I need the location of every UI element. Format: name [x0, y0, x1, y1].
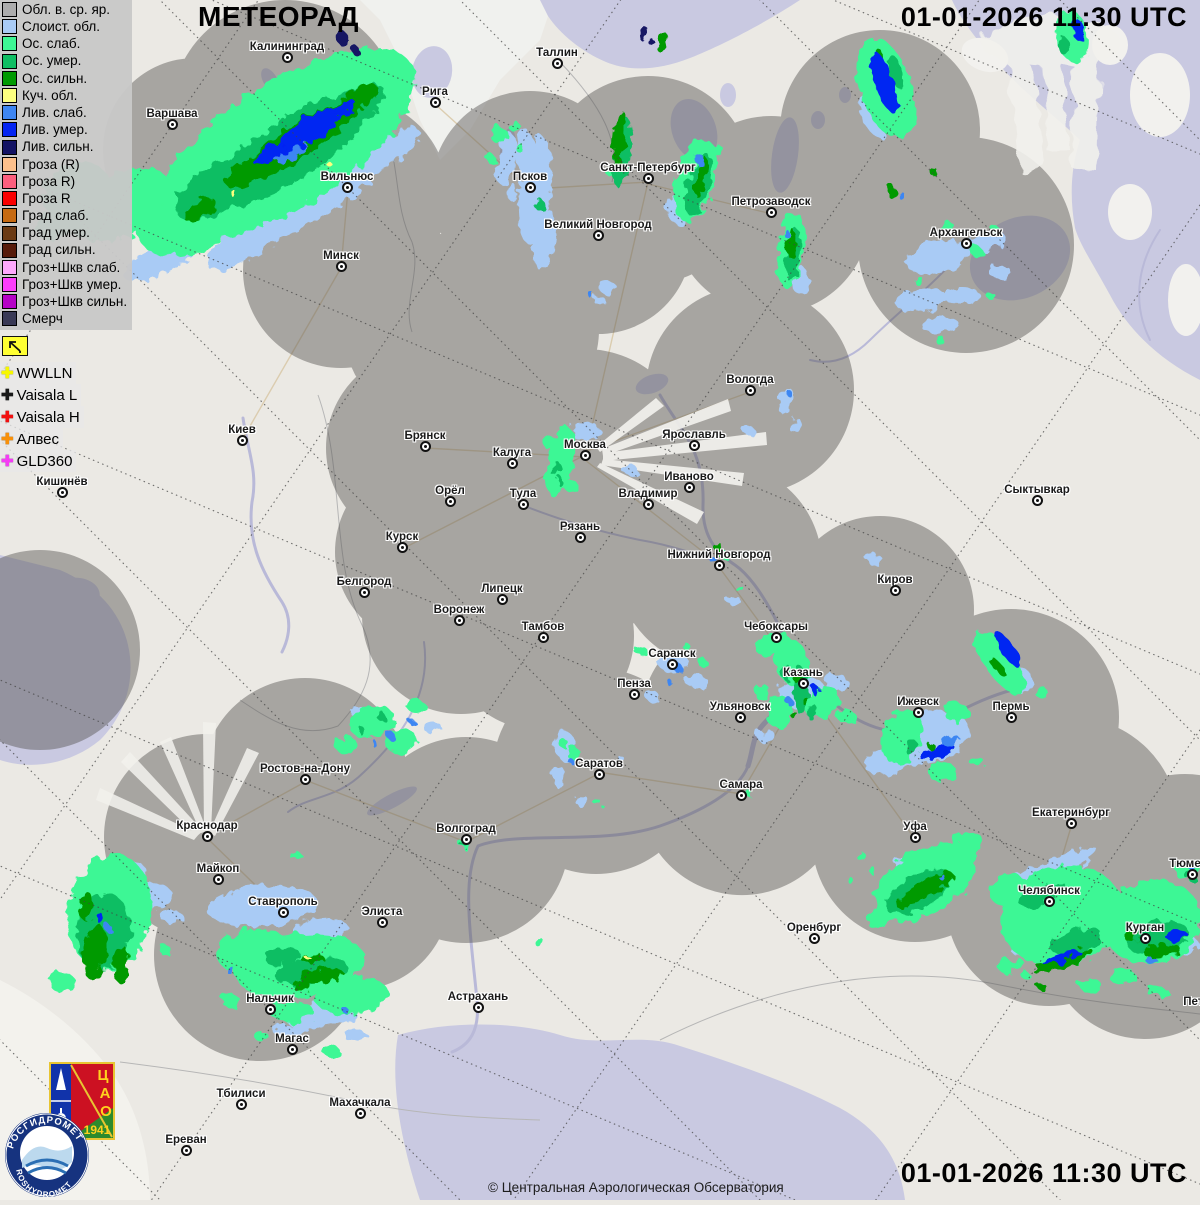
cross-icon: ✚: [1, 430, 14, 448]
cao-letter: Ц: [98, 1067, 109, 1084]
legend-swatch: [2, 277, 17, 293]
lightning-label: GLD360: [16, 452, 73, 470]
legend-item: Гроза R: [2, 190, 127, 207]
legend-item: Гроз+Шкв слаб.: [2, 259, 127, 276]
legend-swatch: [2, 36, 17, 52]
legend-label: Ос. слаб.: [22, 36, 81, 52]
legend-swatch: [2, 122, 17, 138]
legend-label: Лив. сильн.: [22, 139, 94, 155]
roshydromet-logo: РОСГИДРОМЕТ ROSHYDROMET: [5, 1113, 89, 1199]
legend-item: Гроза R): [2, 173, 127, 190]
legend-swatch: [2, 173, 17, 189]
legend-label: Град умер.: [22, 225, 90, 241]
legend-label: Обл. в. ср. яр.: [22, 1, 111, 17]
lightning-label: WWLLN: [16, 364, 73, 382]
radar-coverage-mask: [0, 0, 1200, 1061]
legend-label: Град слаб.: [22, 208, 89, 224]
legend-item: Куч. обл.: [2, 87, 127, 104]
legend-swatch: [2, 53, 17, 69]
legend-swatch: [2, 105, 17, 121]
lightning-label: Алвес: [16, 430, 59, 448]
lightning-item: ✚ Алвес: [0, 428, 63, 450]
legend-item: Град умер.: [2, 224, 127, 241]
legend-swatch: [2, 2, 17, 18]
legend-swatch: [2, 191, 17, 207]
legend-swatch: [2, 311, 17, 327]
legend-label: Слоист. обл.: [22, 19, 101, 35]
copyright-note: © Центральная Аэрологическая Обсерватори…: [488, 1180, 784, 1195]
legend-swatch: [2, 242, 17, 258]
legend-label: Ос. умер.: [22, 53, 82, 69]
legend-swatch: [2, 70, 17, 86]
legend-label: Куч. обл.: [22, 87, 78, 103]
lightning-item: ✚ GLD360: [0, 450, 77, 472]
legend-label: Лив. умер.: [22, 122, 88, 138]
legend-item: Ос. умер.: [2, 53, 127, 70]
lightning-label: Vaisala L: [16, 386, 78, 404]
legend-label: Гроз+Шкв умер.: [22, 276, 122, 292]
legend-item: Ос. сильн.: [2, 70, 127, 87]
legend-label: Гроза R): [22, 173, 76, 189]
legend-swatch: [2, 88, 17, 104]
legend-swatch: [2, 139, 17, 155]
legend-items: Обл. в. ср. яр. Слоист. обл. Ос. слаб. Ос. …: [2, 1, 127, 328]
logos: Ц А О 1941 РОСГИДРОМЕТ ROSHYDROMET: [0, 1050, 160, 1205]
lightning-item: ✚ WWLLN: [0, 362, 77, 384]
radar-artifact-wedges: [96, 16, 1120, 840]
legend-item: Гроз+Шкв сильн.: [2, 293, 127, 310]
squall-arrow-icon: [2, 336, 28, 356]
legend-label: Лив. слаб.: [22, 104, 87, 120]
legend-item: Ос. слаб.: [2, 35, 127, 52]
svg-text:А: А: [100, 1085, 111, 1102]
cross-icon: ✚: [1, 408, 14, 426]
legend-item: Слоист. обл.: [2, 18, 127, 35]
legend-label: Ос. сильн.: [22, 70, 88, 86]
legend-label: Град сильн.: [22, 242, 96, 258]
lightning-item: ✚ Vaisala H: [0, 406, 84, 428]
legend-label: Гроза R: [22, 190, 71, 206]
page-title: МЕТЕОРАД: [198, 1, 359, 32]
legend-item: Град сильн.: [2, 242, 127, 259]
legend-swatch: [2, 156, 17, 172]
cross-icon: ✚: [1, 386, 14, 404]
legend-label: Гроз+Шкв сильн.: [22, 294, 128, 310]
legend-item: Лив. сильн.: [2, 139, 127, 156]
legend-item: Обл. в. ср. яр.: [2, 1, 127, 18]
lightning-items: ✚ WWLLN ✚ Vaisala L ✚ Vaisala H ✚ Алвес ✚ GLD360: [0, 362, 84, 472]
legend-label: Гроза (R): [22, 156, 80, 172]
legend-item: Лив. слаб.: [2, 104, 127, 121]
legend-item: Лив. умер.: [2, 121, 127, 138]
lightning-item: ✚ Vaisala L: [0, 384, 82, 406]
legend-panel: Обл. в. ср. яр. Слоист. обл. Ос. слаб. Ос. …: [0, 0, 133, 330]
legend-label: Смерч: [22, 311, 63, 327]
legend-item: Гроза (R): [2, 156, 127, 173]
legend-swatch: [2, 208, 17, 224]
legend-swatch: [2, 259, 17, 275]
legend-item: Смерч: [2, 310, 127, 327]
legend-item: Град слаб.: [2, 207, 127, 224]
legend-swatch: [2, 294, 17, 310]
legend-label: Гроз+Шкв слаб.: [22, 259, 121, 275]
lightning-label: Vaisala H: [16, 408, 80, 426]
legend-swatch: [2, 225, 17, 241]
legend-item: Гроз+Шкв умер.: [2, 276, 127, 293]
legend-swatch: [2, 19, 17, 35]
timestamp-top: 01-01-2026 11:30 UTC: [900, 2, 1187, 32]
cao-year: 1941: [84, 1123, 111, 1137]
cross-icon: ✚: [1, 364, 14, 382]
svg-text:О: О: [100, 1103, 112, 1120]
cross-icon: ✚: [1, 452, 14, 470]
timestamp-bottom: 01-01-2026 11:30 UTC: [900, 1158, 1187, 1188]
lightning-legend-panel: ✚ WWLLN ✚ Vaisala L ✚ Vaisala H ✚ Алвес ✚ GLD360: [0, 334, 84, 472]
